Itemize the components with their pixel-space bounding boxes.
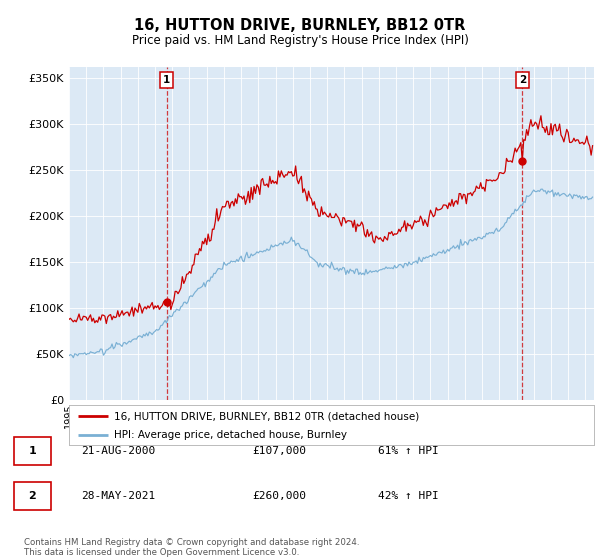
Text: 61% ↑ HPI: 61% ↑ HPI <box>378 446 439 456</box>
Text: 21-AUG-2000: 21-AUG-2000 <box>81 446 155 456</box>
Text: 16, HUTTON DRIVE, BURNLEY, BB12 0TR: 16, HUTTON DRIVE, BURNLEY, BB12 0TR <box>134 18 466 32</box>
Text: 42% ↑ HPI: 42% ↑ HPI <box>378 491 439 501</box>
Text: £107,000: £107,000 <box>252 446 306 456</box>
Text: 2: 2 <box>518 75 526 85</box>
Text: 1: 1 <box>163 75 170 85</box>
Text: £260,000: £260,000 <box>252 491 306 501</box>
Text: Price paid vs. HM Land Registry's House Price Index (HPI): Price paid vs. HM Land Registry's House … <box>131 34 469 48</box>
Text: 2: 2 <box>29 491 36 501</box>
Text: 1: 1 <box>29 446 36 456</box>
Text: 28-MAY-2021: 28-MAY-2021 <box>81 491 155 501</box>
Text: 16, HUTTON DRIVE, BURNLEY, BB12 0TR (detached house): 16, HUTTON DRIVE, BURNLEY, BB12 0TR (det… <box>113 411 419 421</box>
Text: Contains HM Land Registry data © Crown copyright and database right 2024.
This d: Contains HM Land Registry data © Crown c… <box>24 538 359 557</box>
Text: HPI: Average price, detached house, Burnley: HPI: Average price, detached house, Burn… <box>113 430 347 440</box>
